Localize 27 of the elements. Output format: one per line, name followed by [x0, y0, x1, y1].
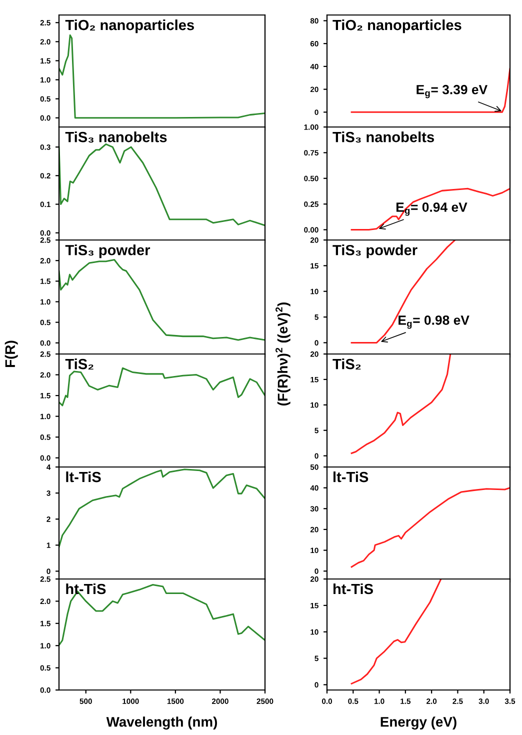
line-series — [59, 34, 265, 119]
y-axis-title: (F(R)hν)$^{2}$ ((eV)$^{2}$) — [276, 302, 290, 406]
chart-title: TiS₂ — [65, 358, 94, 370]
chart-title: TiO₂ nanoparticles — [332, 19, 462, 34]
line-series — [350, 68, 510, 113]
x-axis-title: Energy (eV) — [380, 716, 456, 730]
chart-title: ht-TiS — [66, 583, 106, 594]
annotation: E$_{g}$= 3.39 eV — [416, 84, 488, 98]
chart-title: TiS₃ powder — [65, 244, 150, 258]
chart-title: lt-TiS — [66, 471, 101, 482]
line-series — [59, 143, 265, 226]
chart-title: TiS₂ — [332, 358, 361, 370]
chart-title: lt-TiS — [334, 471, 368, 482]
annotation: E$_{g}$= 0.98 eV — [398, 315, 470, 329]
line-series — [59, 468, 265, 548]
y-axis-title: F(R) — [4, 340, 18, 367]
line-series — [350, 487, 510, 568]
chart-title: TiS₃ nanobelts — [332, 132, 434, 143]
annotation: E$_{g}$= 0.94 eV — [396, 202, 468, 216]
chart-title: TiO₂ nanoparticles — [65, 19, 194, 34]
chart-title: TiS₃ nanobelts — [65, 132, 167, 143]
line-series — [59, 584, 265, 646]
line-series — [350, 188, 510, 230]
chart-title: ht-TiS — [334, 583, 373, 594]
x-axis-title: Wavelength (nm) — [106, 716, 217, 730]
line-series — [59, 258, 265, 341]
chart-title: TiS₃ powder — [332, 244, 418, 258]
